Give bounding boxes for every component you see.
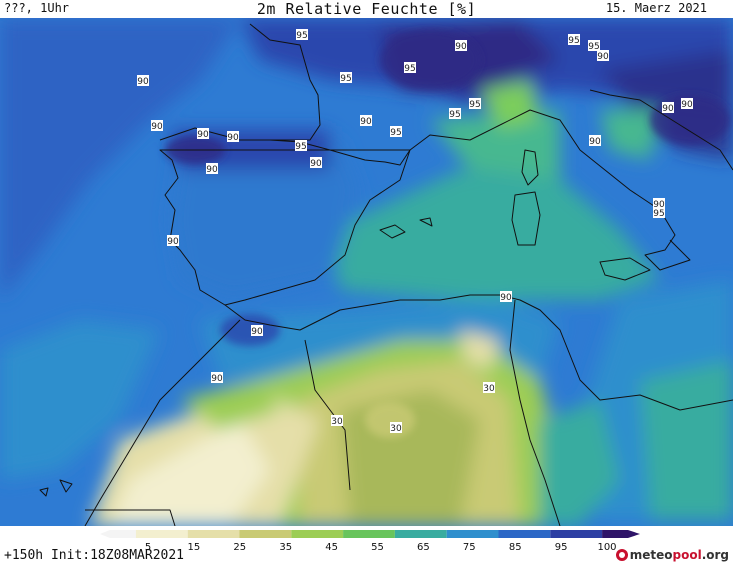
svg-text:90: 90 [211, 374, 223, 384]
svg-text:95: 95 [295, 142, 306, 152]
svg-text:90: 90 [151, 122, 163, 132]
contour-label: 90 [310, 157, 322, 169]
contour-label: 30 [483, 382, 495, 394]
colorbar-tick-label: 85 [509, 542, 522, 553]
colorbar-tick-label: 25 [233, 542, 246, 553]
svg-text:90: 90 [227, 133, 239, 143]
colorbar-tick-label: 100 [597, 542, 616, 553]
contour-label: 95 [469, 98, 481, 110]
colorbar-swatch [240, 530, 292, 538]
brand-highlight: pool [672, 548, 701, 562]
contour-label: 90 [589, 135, 601, 147]
svg-text:30: 30 [390, 424, 402, 434]
svg-text:95: 95 [340, 74, 351, 84]
colorbar-tick-label: 55 [371, 542, 384, 553]
brand-icon [616, 549, 628, 561]
contour-label: 90 [151, 120, 163, 132]
colorbar-tick-label: 15 [188, 542, 201, 553]
svg-text:90: 90 [206, 165, 218, 175]
svg-text:90: 90 [251, 327, 263, 337]
contour-label: 95 [296, 29, 308, 41]
contour-label: 90 [197, 128, 209, 140]
humidity-map: 90 90 95 95 95 90 95 95 95 90 90 95 90 90 90 95 95 90 90 90… [0, 18, 733, 526]
svg-text:95: 95 [390, 128, 401, 138]
svg-text:95: 95 [404, 64, 415, 74]
init-time-label: +150h Init:18Z08MAR2021 [4, 548, 184, 563]
humidity-field [0, 18, 733, 526]
contour-label: 95 [390, 126, 402, 138]
contour-label: 90 [137, 75, 149, 87]
colorbar-swatch [291, 530, 343, 538]
contour-label: 90 [206, 163, 218, 175]
contour-label: 90 [662, 102, 674, 114]
colorbar-swatch [550, 530, 602, 538]
svg-text:90: 90 [681, 100, 693, 110]
contour-label: 95 [340, 72, 352, 84]
svg-text:30: 30 [331, 417, 343, 427]
contour-label: 90 [251, 325, 263, 337]
colorbar-tick-label: 65 [417, 542, 430, 553]
svg-text:95: 95 [469, 100, 480, 110]
contour-label: 30 [331, 415, 343, 427]
svg-text:90: 90 [197, 130, 209, 140]
brand-suffix: .org [702, 548, 729, 562]
colorbar-swatch [188, 530, 240, 538]
colorbar-swatch [343, 530, 395, 538]
colorbar-tick-label: 75 [463, 542, 476, 553]
svg-text:95: 95 [449, 110, 460, 120]
svg-text:95: 95 [653, 209, 664, 219]
svg-text:90: 90 [167, 237, 179, 247]
colorbar-swatch [499, 530, 551, 538]
contour-label: 95 [295, 140, 307, 152]
colorbar-swatch [110, 530, 136, 538]
contour-label: 90 [211, 372, 223, 384]
colorbar-swatch [602, 530, 628, 538]
colorbar-tick-label: 45 [325, 542, 338, 553]
contour-label: 90 [500, 291, 512, 303]
colorbar-swatch [136, 530, 188, 538]
brand-prefix: meteo [630, 548, 673, 562]
colorbar-tick-label: 95 [555, 542, 568, 553]
valid-date: 15. Maerz 2021 [606, 1, 707, 19]
contour-label: 90 [597, 50, 609, 62]
svg-text:90: 90 [360, 117, 372, 127]
contour-label: 30 [390, 422, 402, 434]
colorbar-tick-label: 35 [279, 542, 292, 553]
svg-text:90: 90 [597, 52, 609, 62]
svg-text:90: 90 [310, 159, 322, 169]
svg-text:95: 95 [296, 31, 307, 41]
contour-label: 95 [568, 34, 580, 46]
brand-logo: meteopool.org [616, 548, 729, 562]
svg-text:90: 90 [455, 42, 467, 52]
svg-text:90: 90 [589, 137, 601, 147]
contour-label: 95 [404, 62, 416, 74]
contour-label: 90 [360, 115, 372, 127]
contour-label: 90 [455, 40, 467, 52]
contour-label: 90 [681, 98, 693, 110]
svg-text:95: 95 [568, 36, 579, 46]
contour-label: 95 [653, 207, 665, 219]
svg-text:30: 30 [483, 384, 495, 394]
svg-text:90: 90 [500, 293, 512, 303]
colorbar-arrow-left [100, 530, 110, 538]
colorbar-swatch [395, 530, 447, 538]
colorbar-arrow-right [628, 530, 640, 538]
contour-label: 90 [227, 131, 239, 143]
svg-text:90: 90 [662, 104, 674, 114]
colorbar-swatch [447, 530, 499, 538]
contour-label: 90 [167, 235, 179, 247]
svg-text:90: 90 [137, 77, 149, 87]
contour-label: 95 [449, 108, 461, 120]
